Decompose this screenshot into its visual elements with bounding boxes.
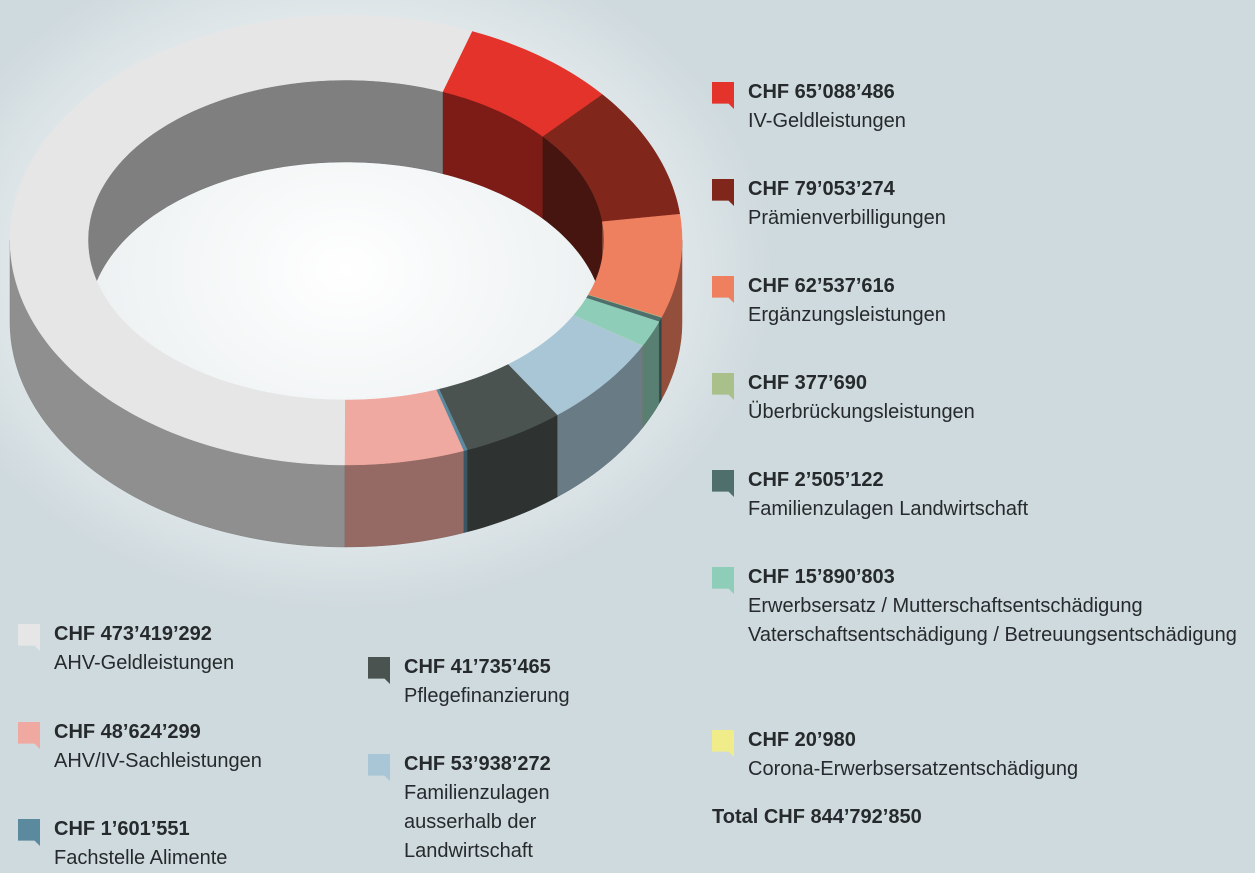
legend-marker [712,82,734,109]
total-label: Total CHF 844’792’850 [712,806,922,828]
legend-name: Ergänzungsleistungen [748,304,946,326]
legend-name: Fachstelle Alimente [54,847,228,869]
legend-marker [18,722,40,749]
legend-value: CHF 377’690 [748,372,867,394]
outer-wall [344,450,464,548]
legend-value: CHF 48’624’299 [54,721,201,743]
slice [9,14,473,466]
legend-marker [712,276,734,303]
legend-marker [368,657,390,684]
legend-item: CHF 41’735’465 Pflegefinanzierung [404,653,644,711]
legend-item: CHF 65’088’486 IV-Geldleistungen [748,78,1248,136]
legend-name: IV-Geldleistungen [748,110,906,132]
legend-item: CHF 2’505’122 Familienzulagen Landwirtsch… [748,466,1248,524]
legend-marker [712,373,734,400]
legend-name: Prämienverbilligungen [748,207,946,229]
legend-value: CHF 15’890’803 [748,566,895,588]
legend-value: CHF 1’601’551 [54,818,190,840]
legend-item: CHF 15’890’803 Erwerbsersatz / Mutterscha… [748,563,1253,650]
legend-item: CHF 473’419’292 AHV-Geldleistungen [54,620,354,678]
legend-marker [18,819,40,846]
legend-value: CHF 62’537’616 [748,275,895,297]
legend-item: CHF 62’537’616 Ergänzungsleistungen [748,272,1248,330]
legend-item: CHF 20’980 Corona-Erwerbsersatzentschädig… [748,726,1248,784]
legend-marker [712,179,734,206]
legend-name: Überbrückungsleistungen [748,401,975,423]
legend-item: CHF 377’690 Überbrückungsleistungen [748,369,1248,427]
legend-name: Familienzulagen ausserhalb der Landwirts… [404,782,550,862]
legend-name: Familienzulagen Landwirtschaft [748,498,1029,520]
legend-value: CHF 2’505’122 [748,469,884,491]
legend-item: CHF 79’053’274 Prämienverbilligungen [748,175,1248,233]
legend-marker [712,567,734,594]
legend-value: CHF 79’053’274 [748,178,895,200]
legend-marker [368,754,390,781]
outer-wall [658,317,662,405]
legend-value: CHF 65’088’486 [748,81,895,103]
legend-name: Erwerbsersatz / Mutterschaftsentschädigu… [748,595,1237,646]
legend-name: AHV/IV-Sachleistungen [54,750,262,772]
legend-item: CHF 53’938’272 Familienzulagen ausserhalb… [404,750,619,866]
legend-name: AHV-Geldleistungen [54,652,235,674]
legend-name: Pflegefinanzierung [404,685,570,707]
legend-name: Corona-Erwerbsersatzentschädigung [748,758,1079,780]
legend-marker [712,470,734,497]
legend-marker [712,730,734,757]
legend-item: CHF 1’601’551 Fachstelle Alimente [54,815,354,873]
legend-value: CHF 53’938’272 [404,753,551,775]
legend-marker [18,624,40,651]
legend-value: CHF 20’980 [748,729,856,751]
legend-item: CHF 48’624’299 AHV/IV-Sachleistungen [54,718,354,776]
outer-wall [463,449,468,534]
legend-value: CHF 473’419’292 [54,623,212,645]
legend-value: CHF 41’735’465 [404,656,551,678]
